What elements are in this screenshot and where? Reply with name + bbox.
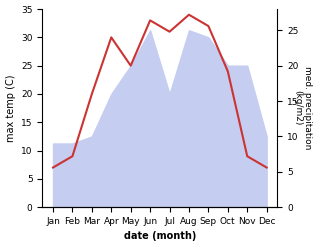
Y-axis label: med. precipitation
(kg/m2): med. precipitation (kg/m2): [293, 66, 313, 150]
X-axis label: date (month): date (month): [124, 231, 196, 242]
Y-axis label: max temp (C): max temp (C): [5, 74, 16, 142]
